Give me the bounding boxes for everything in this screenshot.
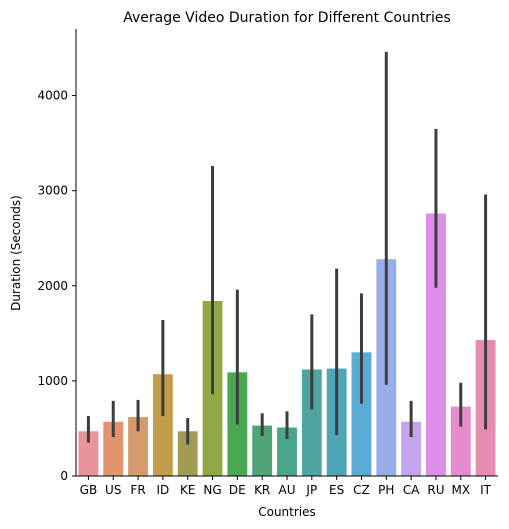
- x-axis-label: Countries: [258, 505, 316, 519]
- x-axis: GB US FR ID KE NG DE KR AU JP ES CZ PH CA RU MX IT: [76, 475, 498, 497]
- x-tick-label-ca: CA: [403, 483, 420, 497]
- x-tick-label-fr: FR: [130, 483, 145, 497]
- x-tick-label-ng: NG: [203, 483, 221, 497]
- x-tick-label-cz: CZ: [353, 483, 370, 497]
- y-tick-label-3000: 3000: [37, 184, 68, 198]
- x-tick-label-de: DE: [229, 483, 246, 497]
- y-axis-label: Duration (Seconds): [9, 195, 23, 311]
- x-tick-label-ru: RU: [427, 483, 444, 497]
- bar-id: [152, 374, 173, 476]
- y-tick-label-1000: 1000: [37, 374, 68, 388]
- bar-au: [277, 427, 297, 476]
- bar-mx: [450, 406, 471, 476]
- x-tick-label-es: ES: [329, 483, 344, 497]
- y-axis: 0 1000 2000 3000 4000: [37, 29, 77, 483]
- bar-jp: [301, 369, 322, 476]
- x-tick-label-us: US: [105, 483, 121, 497]
- x-tick-label-it: IT: [480, 483, 492, 497]
- x-tick-label-gb: GB: [80, 483, 98, 497]
- bar-us: [103, 421, 124, 476]
- x-tick-label-ph: PH: [378, 483, 394, 497]
- bar-fr: [128, 417, 148, 476]
- chart-title: Average Video Duration for Different Cou…: [123, 10, 451, 26]
- bar-cz: [351, 352, 372, 476]
- error-bars-group: [86, 51, 488, 445]
- x-tick-label-id: ID: [156, 483, 169, 497]
- x-tick-label-ke: KE: [180, 483, 195, 497]
- y-tick-label-2000: 2000: [37, 279, 68, 293]
- bar-ru: [426, 213, 446, 476]
- bar-ke: [177, 431, 198, 476]
- x-tick-label-au: AU: [279, 483, 296, 497]
- bar-gb: [78, 431, 99, 476]
- bar-kr: [252, 425, 273, 476]
- y-tick-label-4000: 4000: [37, 89, 68, 103]
- x-tick-label-kr: KR: [254, 483, 270, 497]
- x-tick-label-mx: MX: [451, 483, 470, 497]
- bar-ca: [401, 421, 422, 476]
- y-tick-label-0: 0: [60, 469, 68, 483]
- x-tick-label-jp: JP: [305, 483, 317, 497]
